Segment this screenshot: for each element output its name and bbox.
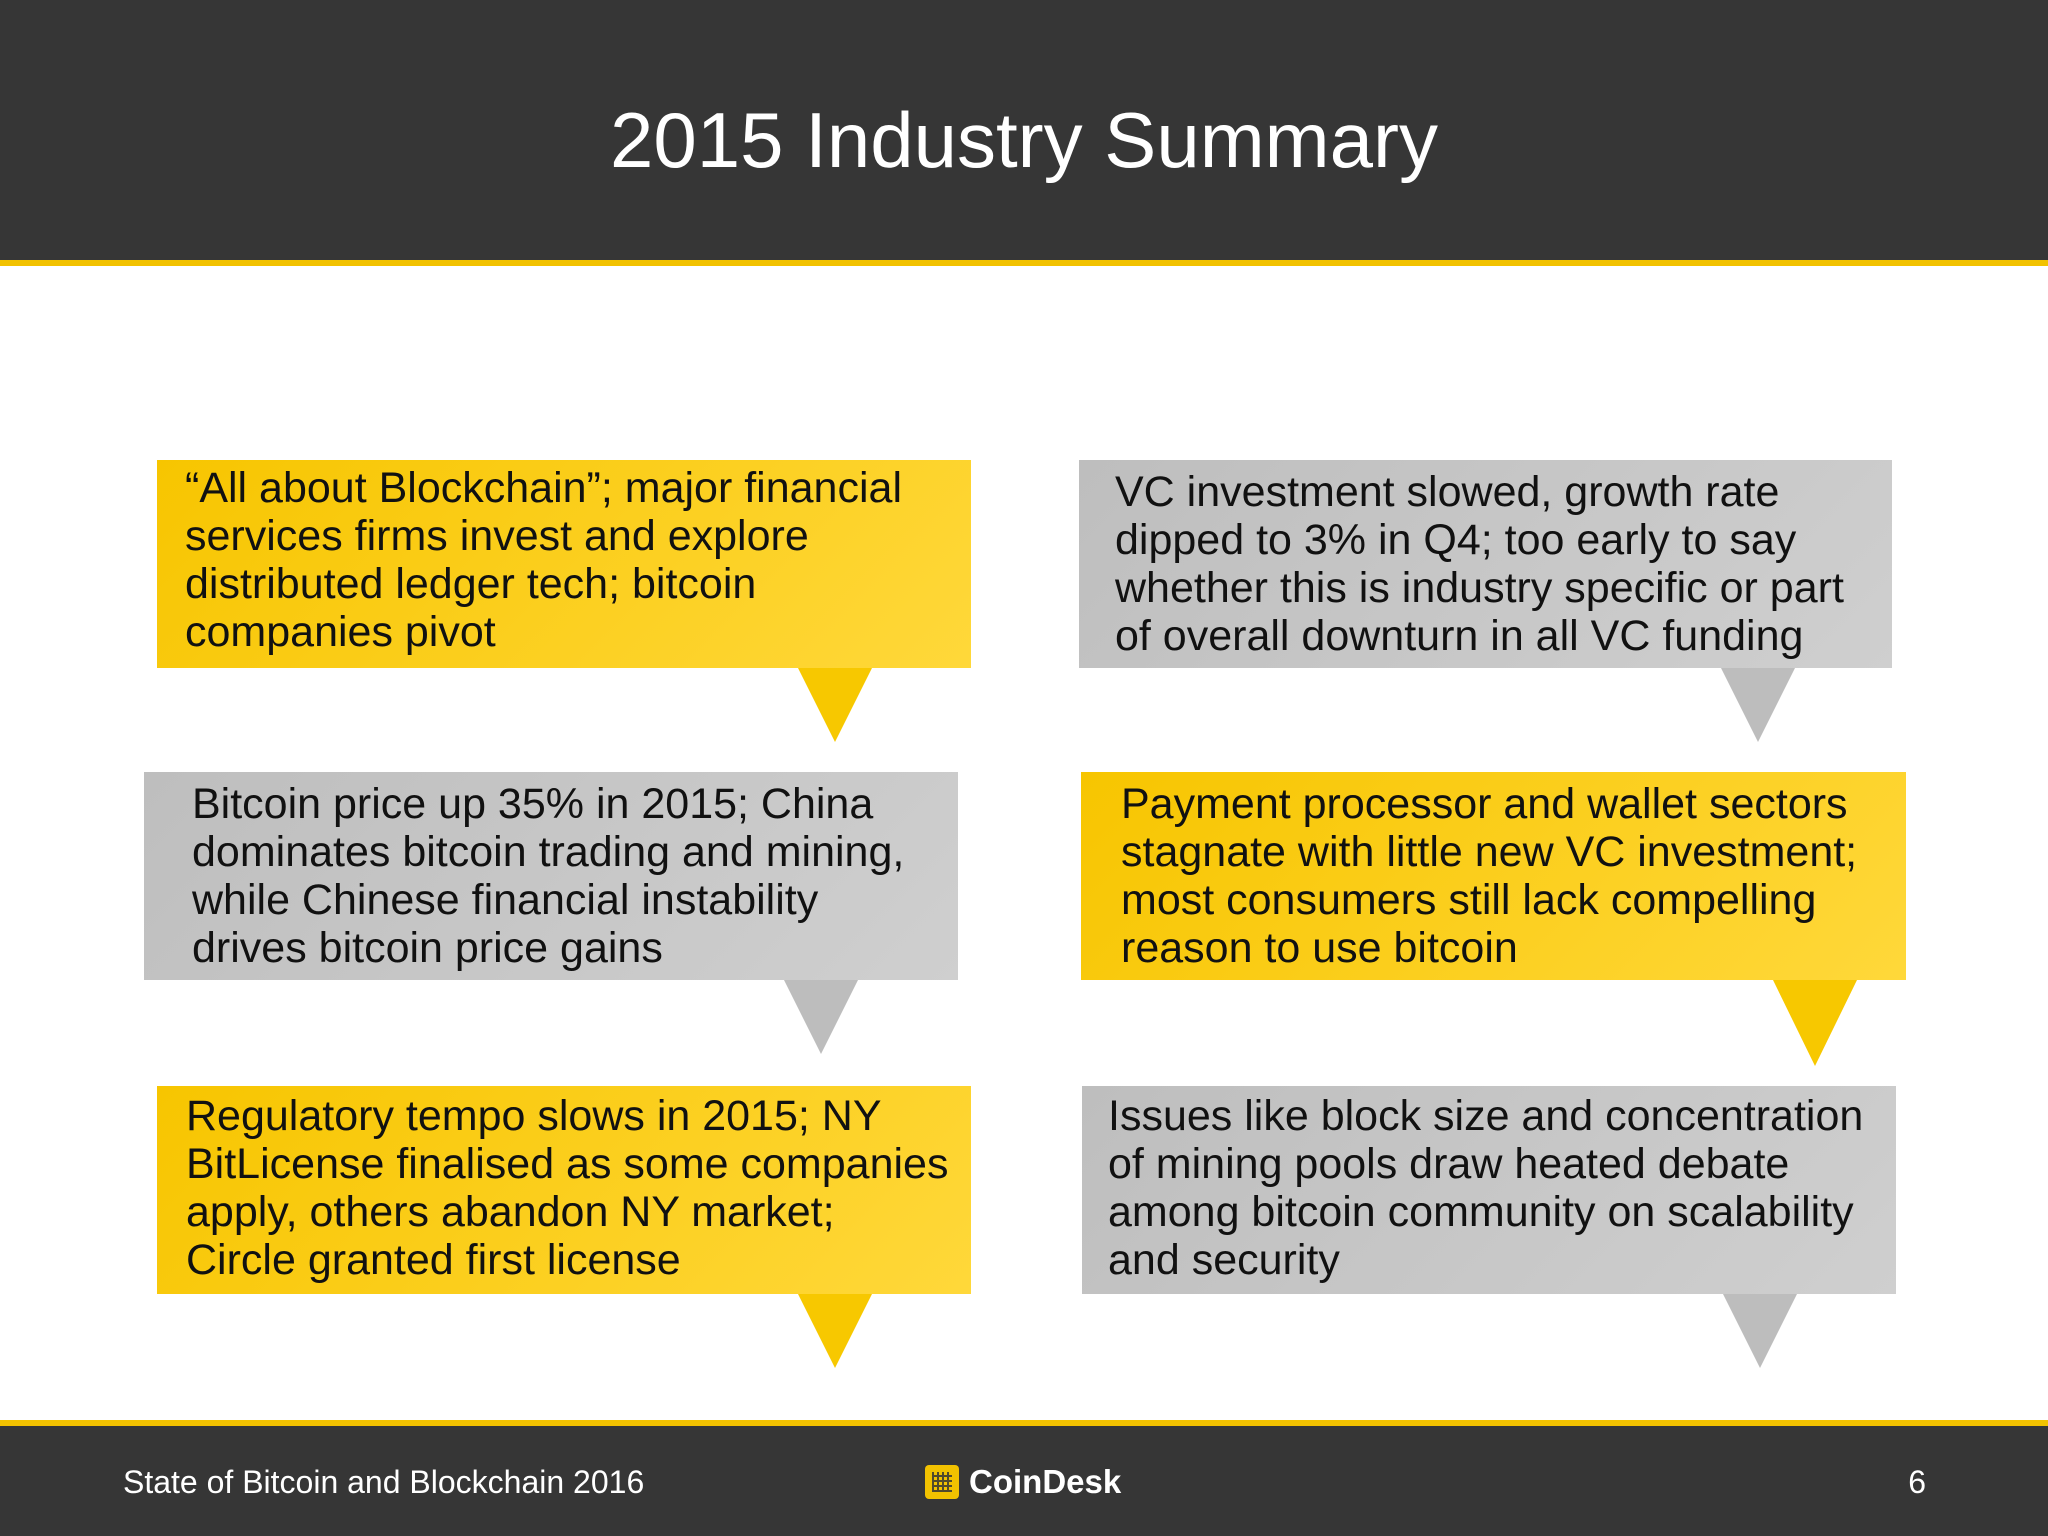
logo-text: CoinDesk <box>969 1463 1122 1500</box>
callout-box: Issues like block size and concentration… <box>1082 1086 1896 1294</box>
callout-blockchain: “All about Blockchain”; major financial … <box>157 460 971 742</box>
coindesk-logo-icon <box>925 1465 959 1499</box>
callout-box: VC investment slowed, growth rate dipped… <box>1079 460 1892 668</box>
slide-title: 2015 Industry Summary <box>609 96 1439 184</box>
callout-text: Issues like block size and concentration… <box>1108 1092 1864 1284</box>
callout-text: Regulatory tempo slows in 2015; NY BitLi… <box>186 1092 949 1284</box>
callout-pointer <box>1773 980 1857 1066</box>
callout-pointer <box>784 980 858 1054</box>
callout-pointer <box>1721 668 1795 742</box>
callout-box: Regulatory tempo slows in 2015; NY BitLi… <box>157 1086 971 1294</box>
callout-text: Payment processor and wallet sectors sta… <box>1121 780 1858 972</box>
slide-header: 2015 Industry Summary <box>0 0 2048 266</box>
slide-footer: State of Bitcoin and Blockchain 2016 Coi… <box>0 1420 2048 1536</box>
callout-box: Bitcoin price up 35% in 2015; China domi… <box>144 772 958 980</box>
page-number: 6 <box>1908 1464 1926 1500</box>
callout-text: Bitcoin price up 35% in 2015; China domi… <box>192 780 905 972</box>
callout-box: Payment processor and wallet sectors sta… <box>1081 772 1906 980</box>
callout-bitcoin-price: Bitcoin price up 35% in 2015; China domi… <box>144 772 958 1054</box>
callout-text: VC investment slowed, growth rate dipped… <box>1115 468 1844 660</box>
callout-pointer <box>798 1294 872 1368</box>
callout-pointer <box>798 668 872 742</box>
callout-block-size: Issues like block size and concentration… <box>1082 1086 1896 1368</box>
callout-payment-processors: Payment processor and wallet sectors sta… <box>1081 772 1906 1066</box>
report-title: State of Bitcoin and Blockchain 2016 <box>123 1464 645 1500</box>
coindesk-logo: CoinDesk <box>925 1462 1121 1502</box>
callout-regulation: Regulatory tempo slows in 2015; NY BitLi… <box>157 1086 971 1368</box>
callout-pointer <box>1723 1294 1797 1368</box>
callout-box: “All about Blockchain”; major financial … <box>157 460 971 668</box>
callout-text: “All about Blockchain”; major financial … <box>185 464 902 656</box>
callout-vc-investment: VC investment slowed, growth rate dipped… <box>1079 460 1892 742</box>
